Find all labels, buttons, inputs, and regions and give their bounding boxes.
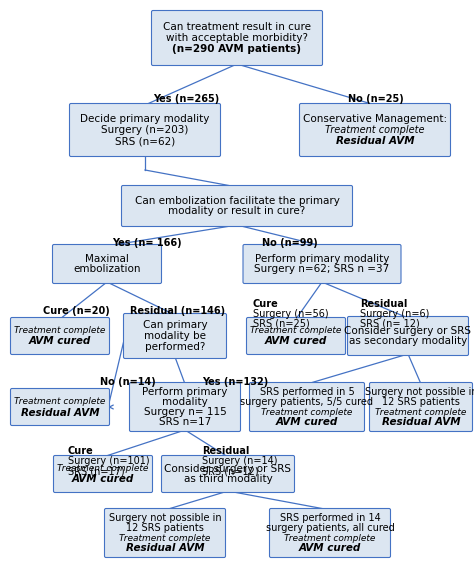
FancyBboxPatch shape	[246, 318, 346, 355]
Text: SRS (n=12): SRS (n=12)	[202, 466, 259, 476]
FancyBboxPatch shape	[243, 244, 401, 284]
Text: with acceptable morbidity?: with acceptable morbidity?	[166, 33, 308, 43]
Text: performed?: performed?	[145, 342, 205, 352]
Text: SRS (n=62): SRS (n=62)	[115, 136, 175, 146]
Text: as secondary modality: as secondary modality	[349, 337, 467, 346]
Text: modality be: modality be	[144, 331, 206, 341]
Text: Treatment complete: Treatment complete	[284, 534, 376, 543]
FancyBboxPatch shape	[300, 104, 450, 157]
Text: Residual: Residual	[360, 299, 407, 309]
Text: Yes (n=265): Yes (n=265)	[153, 94, 219, 104]
Text: Decide primary modality: Decide primary modality	[80, 114, 210, 124]
Text: SRS (n=25): SRS (n=25)	[253, 319, 310, 329]
Text: AVM cured: AVM cured	[276, 417, 338, 427]
FancyBboxPatch shape	[54, 455, 153, 493]
FancyBboxPatch shape	[270, 508, 391, 557]
Text: AVM cured: AVM cured	[72, 475, 134, 485]
Text: Residual AVM: Residual AVM	[382, 417, 460, 427]
FancyBboxPatch shape	[10, 388, 109, 426]
Text: Treatment complete: Treatment complete	[375, 408, 467, 417]
Text: (n=290 AVM patients): (n=290 AVM patients)	[173, 44, 301, 54]
FancyBboxPatch shape	[10, 318, 109, 355]
Text: Perform primary modality: Perform primary modality	[255, 253, 389, 263]
Text: SRS (n=17): SRS (n=17)	[68, 466, 125, 476]
Text: Surgery not possible in: Surgery not possible in	[365, 387, 474, 397]
Text: SRS (n= 12): SRS (n= 12)	[360, 319, 420, 329]
Text: AVM cured: AVM cured	[299, 543, 361, 553]
Text: 12 SRS patients: 12 SRS patients	[382, 397, 460, 407]
Text: Treatment complete: Treatment complete	[57, 464, 149, 473]
Text: Residual AVM: Residual AVM	[126, 543, 204, 553]
Text: Can primary: Can primary	[143, 320, 207, 330]
Text: Residual: Residual	[202, 446, 249, 456]
FancyBboxPatch shape	[152, 11, 322, 65]
Text: Cure: Cure	[253, 299, 279, 309]
Text: Yes (n=132): Yes (n=132)	[202, 377, 268, 387]
Text: Residual AVM: Residual AVM	[336, 136, 414, 146]
Text: Surgery n= 115: Surgery n= 115	[144, 407, 227, 417]
Text: AVM cured: AVM cured	[29, 337, 91, 346]
Text: Cure (n=20): Cure (n=20)	[43, 306, 110, 316]
Text: Treatment complete: Treatment complete	[261, 408, 353, 417]
Text: Surgery (n=14): Surgery (n=14)	[202, 456, 277, 466]
Text: No (n=14): No (n=14)	[100, 377, 156, 387]
Text: modality: modality	[162, 397, 208, 407]
Text: embolization: embolization	[73, 265, 141, 275]
Text: modality or result in cure?: modality or result in cure?	[168, 207, 306, 217]
Text: Can treatment result in cure: Can treatment result in cure	[163, 22, 311, 32]
FancyBboxPatch shape	[70, 104, 220, 157]
Text: Surgery (n=56): Surgery (n=56)	[253, 309, 328, 319]
Text: Surgery n=62; SRS n =37: Surgery n=62; SRS n =37	[255, 265, 390, 275]
FancyBboxPatch shape	[347, 316, 468, 355]
FancyBboxPatch shape	[53, 244, 162, 284]
Text: Consider surgery or SRS: Consider surgery or SRS	[164, 463, 292, 473]
Text: Residual (n=146): Residual (n=146)	[130, 306, 225, 316]
Text: Treatment complete: Treatment complete	[14, 326, 106, 335]
Text: surgery patients, all cured: surgery patients, all cured	[265, 523, 394, 533]
Text: SRS performed in 14: SRS performed in 14	[280, 513, 380, 522]
Text: Surgery (n=203): Surgery (n=203)	[101, 125, 189, 135]
Text: Treatment complete: Treatment complete	[325, 125, 425, 135]
Text: Treatment complete: Treatment complete	[14, 397, 106, 406]
Text: 12 SRS patients: 12 SRS patients	[126, 523, 204, 533]
Text: Treatment complete: Treatment complete	[119, 534, 210, 543]
Text: as third modality: as third modality	[183, 475, 273, 485]
FancyBboxPatch shape	[249, 382, 365, 431]
Text: Surgery not possible in: Surgery not possible in	[109, 513, 221, 522]
FancyBboxPatch shape	[121, 185, 353, 226]
Text: Cure: Cure	[68, 446, 94, 456]
FancyBboxPatch shape	[370, 382, 473, 431]
Text: Can embolization facilitate the primary: Can embolization facilitate the primary	[135, 195, 339, 205]
Text: Surgery (n=101): Surgery (n=101)	[68, 456, 150, 466]
Text: Yes (n= 166): Yes (n= 166)	[112, 238, 182, 248]
Text: Consider surgery or SRS: Consider surgery or SRS	[345, 325, 472, 336]
Text: No (n=25): No (n=25)	[348, 94, 404, 104]
Text: Residual AVM: Residual AVM	[21, 408, 100, 418]
Text: Surgery (n=6): Surgery (n=6)	[360, 309, 429, 319]
Text: Perform primary: Perform primary	[142, 387, 228, 397]
Text: AVM cured: AVM cured	[265, 337, 327, 346]
FancyBboxPatch shape	[162, 455, 294, 493]
Text: surgery patients, 5/5 cured: surgery patients, 5/5 cured	[240, 397, 374, 407]
Text: No (n=99): No (n=99)	[262, 238, 318, 248]
Text: SRS n=17: SRS n=17	[159, 417, 211, 427]
Text: SRS performed in 5: SRS performed in 5	[260, 387, 355, 397]
FancyBboxPatch shape	[124, 314, 227, 359]
Text: Treatment complete: Treatment complete	[250, 326, 342, 335]
FancyBboxPatch shape	[129, 382, 240, 431]
FancyBboxPatch shape	[104, 508, 226, 557]
Text: Conservative Management:: Conservative Management:	[303, 114, 447, 124]
Text: Maximal: Maximal	[85, 253, 129, 263]
